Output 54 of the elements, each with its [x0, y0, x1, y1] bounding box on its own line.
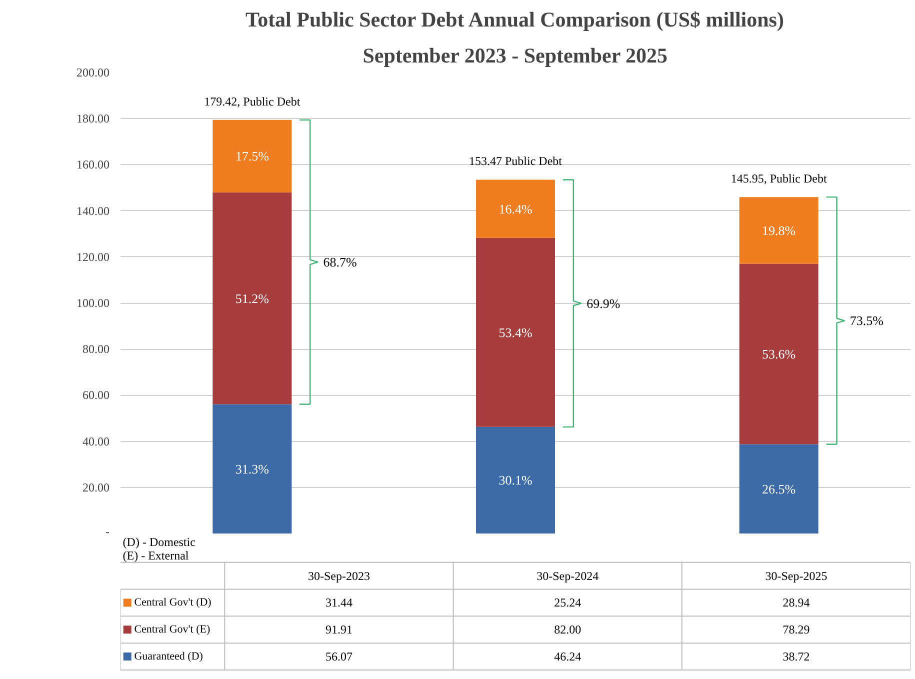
y-tick-label: 60.00 — [82, 388, 110, 402]
bar — [476, 426, 555, 534]
y-tick-label: 80.00 — [82, 342, 110, 356]
annotation: 51.2% — [235, 290, 270, 306]
data-label: 28.94 — [782, 596, 810, 610]
annotation: 53.6% — [762, 346, 796, 362]
x-tick-label: 30-Sep-2024 — [536, 568, 599, 583]
data-label: 56.07 — [325, 650, 352, 664]
annotation: 53.4% — [498, 324, 532, 340]
annotation: 16.4% — [498, 201, 532, 216]
legend-label: Guaranteed (D) — [134, 650, 204, 663]
y-tick-label: 120.00 — [76, 250, 110, 264]
y-tick-label: 40.00 — [82, 434, 110, 448]
data-label: 25.24 — [554, 596, 582, 610]
y-tick-label: 100.00 — [76, 296, 110, 310]
annotation: 31.3% — [235, 461, 270, 476]
total-label: 179.42, Public Debt — [204, 94, 301, 108]
bar — [476, 180, 555, 238]
chart-subtitle: September 2023 - September 2025 — [362, 44, 668, 68]
chart-title: Total Public Sector Debt Annual Comparison (US$ millions) — [245, 8, 784, 32]
total-label: 145.95, Public Debt — [730, 172, 828, 186]
bar — [739, 444, 818, 534]
text: (D) - Domestic — [122, 535, 196, 550]
y-tick-label: 160.00 — [76, 158, 110, 172]
data-label: 31.44 — [325, 596, 352, 610]
annotation: 69.9% — [586, 296, 620, 311]
bar — [212, 120, 292, 192]
bar — [739, 197, 818, 264]
bar — [739, 264, 818, 444]
annotation: 68.7% — [323, 254, 358, 270]
bar — [212, 192, 292, 404]
y-tick-label: 180.00 — [76, 112, 110, 126]
annotation: 19.8% — [762, 222, 796, 238]
data-label: 46.24 — [554, 650, 582, 664]
annotation: 73.5% — [850, 313, 884, 328]
data-label: 91.91 — [325, 622, 352, 637]
data-label: 78.29 — [782, 622, 810, 637]
y-tick-label: 140.00 — [76, 204, 110, 218]
annotation: 26.5% — [762, 481, 796, 496]
text: (E) - External — [122, 548, 190, 563]
legend-label: Central Gov't (D) — [134, 596, 212, 609]
annotation: 30.1% — [498, 472, 532, 488]
total-label: 153.47 Public Debt — [469, 154, 563, 168]
bar — [476, 238, 555, 427]
y-tick-label: - — [106, 524, 110, 538]
data-label: 82.00 — [554, 622, 582, 637]
y-tick-label: 20.00 — [82, 480, 110, 494]
data-label: 38.72 — [782, 650, 810, 664]
bar — [212, 404, 292, 534]
legend-label: Central Gov't (E) — [134, 624, 210, 636]
annotation: 17.5% — [235, 148, 270, 164]
y-tick-label: 200.00 — [76, 66, 110, 80]
x-tick-label: 30-Sep-2025 — [765, 568, 828, 583]
x-tick-label: 30-Sep-2023 — [308, 568, 370, 583]
